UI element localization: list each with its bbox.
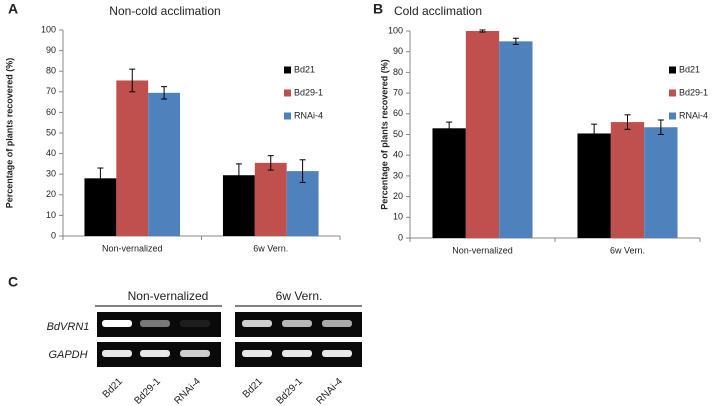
band bbox=[242, 320, 272, 327]
bar bbox=[644, 127, 678, 238]
legend-swatch bbox=[284, 66, 291, 74]
band bbox=[322, 350, 352, 357]
y-tick-label: 20 bbox=[46, 189, 56, 199]
legend-label: RNAi-4 bbox=[679, 110, 708, 120]
band bbox=[140, 350, 170, 357]
y-tick-label: 60 bbox=[393, 108, 403, 118]
y-tick-label: 90 bbox=[393, 46, 403, 56]
y-tick-label: 10 bbox=[393, 212, 403, 222]
error-bar bbox=[299, 159, 306, 183]
error-bar bbox=[657, 119, 664, 135]
y-tick-label: 30 bbox=[46, 169, 56, 179]
legend-label: RNAi-4 bbox=[294, 110, 323, 120]
error-bar bbox=[129, 68, 136, 93]
error-bar bbox=[161, 86, 168, 100]
y-tick-label: 80 bbox=[393, 67, 403, 77]
gel bbox=[97, 312, 362, 367]
error-bar bbox=[446, 121, 453, 135]
error-bar bbox=[479, 29, 486, 33]
bar bbox=[254, 162, 287, 236]
band bbox=[282, 350, 312, 357]
group-label: 6w Vern. bbox=[276, 289, 323, 303]
y-axis-label: Percentage of plants recovered (%) bbox=[379, 59, 389, 210]
chart-title: Non-cold acclimation bbox=[109, 4, 220, 18]
y-tick-label: 10 bbox=[46, 210, 56, 220]
y-tick-label: 50 bbox=[46, 127, 56, 137]
legend-swatch bbox=[284, 112, 291, 120]
y-tick-label: 90 bbox=[46, 45, 56, 55]
bar bbox=[465, 31, 500, 238]
bar bbox=[577, 133, 611, 238]
y-tick-label: 30 bbox=[393, 170, 403, 180]
y-tick-label: 0 bbox=[398, 232, 403, 242]
y-tick-label: 80 bbox=[46, 66, 56, 76]
error-bar bbox=[512, 37, 519, 45]
panel-label: C bbox=[8, 274, 18, 290]
legend-label: Bd21 bbox=[294, 64, 315, 74]
gene-label: GAPDH bbox=[48, 349, 87, 361]
error-bar bbox=[591, 123, 598, 144]
x-tick-label: Non-vernalized bbox=[452, 245, 513, 255]
band bbox=[180, 350, 210, 357]
y-tick-label: 40 bbox=[46, 148, 56, 158]
band bbox=[102, 320, 132, 327]
group-label: Non-vernalized bbox=[128, 289, 209, 303]
band bbox=[322, 320, 352, 327]
band bbox=[140, 320, 170, 327]
y-tick-label: 60 bbox=[46, 107, 56, 117]
y-tick-label: 100 bbox=[41, 24, 56, 34]
band bbox=[242, 350, 272, 357]
error-bar bbox=[624, 114, 631, 130]
legend-swatch bbox=[669, 66, 676, 74]
x-tick-label: 6w Vern. bbox=[610, 245, 645, 255]
legend-swatch bbox=[669, 112, 676, 120]
bar bbox=[116, 80, 149, 236]
y-axis-label: Percentage of plants recovered (%) bbox=[4, 58, 14, 209]
legend-label: Bd29-1 bbox=[294, 87, 323, 97]
panel-label: A bbox=[8, 1, 18, 17]
bar bbox=[432, 128, 466, 238]
panel-label: B bbox=[373, 1, 383, 17]
chart-title: Cold acclimation bbox=[394, 4, 482, 18]
error-bar bbox=[267, 155, 274, 171]
band bbox=[102, 350, 132, 357]
bar bbox=[499, 41, 533, 238]
lane-label: Bd21 bbox=[241, 376, 266, 401]
legend-swatch bbox=[669, 89, 676, 97]
lane-label: Bd29-1 bbox=[132, 376, 163, 406]
y-tick-label: 0 bbox=[51, 230, 56, 240]
lane-label: RNAi-4 bbox=[172, 376, 203, 406]
x-tick-label: Non-vernalized bbox=[102, 243, 163, 253]
lane-label: Bd21 bbox=[101, 376, 126, 401]
bar bbox=[148, 92, 181, 236]
band bbox=[282, 320, 312, 327]
y-tick-label: 20 bbox=[393, 191, 403, 201]
y-tick-label: 70 bbox=[393, 87, 403, 97]
bar bbox=[610, 122, 645, 238]
legend-label: Bd21 bbox=[679, 64, 700, 74]
y-tick-label: 50 bbox=[393, 129, 403, 139]
lane-label: Bd29-1 bbox=[274, 376, 305, 406]
y-tick-label: 100 bbox=[388, 25, 403, 35]
y-tick-label: 70 bbox=[46, 86, 56, 96]
error-bar bbox=[235, 163, 242, 188]
y-tick-label: 40 bbox=[393, 150, 403, 160]
error-bar bbox=[97, 167, 104, 190]
gene-label: BdVRN1 bbox=[47, 321, 90, 333]
x-tick-label: 6w Vern. bbox=[253, 243, 288, 253]
legend-swatch bbox=[284, 89, 291, 97]
band bbox=[180, 320, 210, 327]
legend-label: Bd29-1 bbox=[679, 87, 708, 97]
lane-label: RNAi-4 bbox=[314, 376, 345, 406]
